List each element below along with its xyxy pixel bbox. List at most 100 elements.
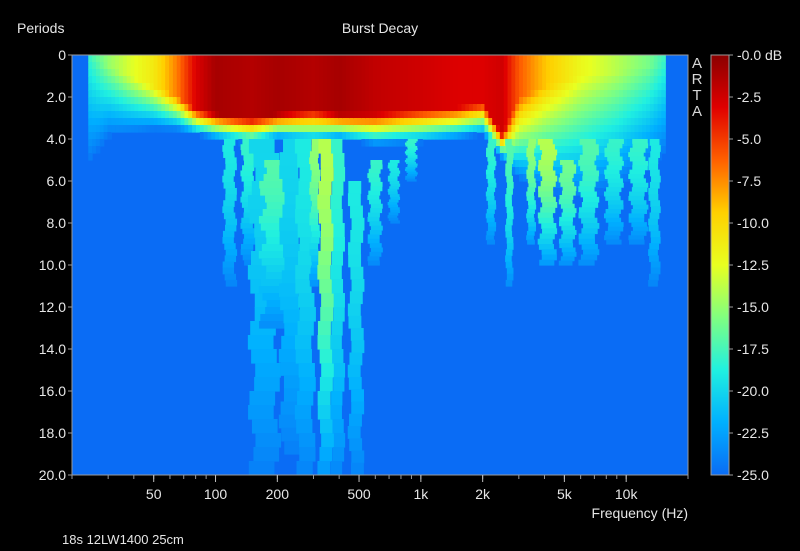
ridge-cell <box>407 163 418 166</box>
heatmap-cell <box>176 76 182 84</box>
heatmap-cell <box>315 55 320 63</box>
heatmap-cell <box>361 69 366 77</box>
heatmap-cell <box>538 132 543 140</box>
heatmap-cell <box>396 90 401 98</box>
heatmap-cell <box>557 125 563 133</box>
heatmap-cell <box>484 125 489 133</box>
ridge-cell <box>299 377 316 392</box>
heatmap-cell <box>242 132 247 140</box>
heatmap-cell <box>480 104 486 112</box>
ridge-cell <box>294 405 312 420</box>
heatmap-cell <box>603 76 609 84</box>
heatmap-cell <box>207 69 212 77</box>
heatmap-cell <box>265 111 270 119</box>
ridge-cell <box>538 217 554 224</box>
heatmap-cell <box>153 97 159 105</box>
heatmap-cell <box>619 69 624 77</box>
ridge-cell <box>562 164 577 170</box>
ridge-cell <box>527 143 536 149</box>
heatmap-cell <box>407 111 412 119</box>
heatmap-cell <box>180 104 186 112</box>
heatmap-cell <box>211 62 216 70</box>
ridge-cell <box>390 207 400 211</box>
heatmap-cell <box>530 83 536 91</box>
heatmap-cell <box>580 104 586 112</box>
heatmap-cell <box>399 97 405 105</box>
heatmap-cell <box>269 132 274 140</box>
heatmap-cell <box>588 83 593 91</box>
heatmap-cell <box>422 132 428 140</box>
heatmap-cell <box>130 55 136 63</box>
heatmap-cell <box>569 146 574 154</box>
heatmap-cell <box>511 76 516 84</box>
heatmap-cell <box>661 55 666 63</box>
heatmap-cell <box>88 111 93 119</box>
heatmap-cell <box>653 62 659 70</box>
ridge-cell <box>333 307 345 322</box>
heatmap-cell <box>488 69 493 77</box>
heatmap-cell <box>638 104 643 112</box>
colorbar-tick-label: -7.5 <box>737 173 761 189</box>
ridge-cell <box>604 174 621 179</box>
heatmap-cell <box>592 118 597 126</box>
heatmap-cell <box>446 125 451 133</box>
ridge-cell <box>240 170 253 177</box>
heatmap-cell <box>222 83 228 91</box>
heatmap-cell <box>515 146 520 154</box>
heatmap-cell <box>419 104 424 112</box>
ridge-cell <box>526 195 535 201</box>
heatmap-cell <box>122 111 128 119</box>
ridge-cell <box>389 173 400 177</box>
heatmap-cell <box>434 83 439 91</box>
heatmap-cell <box>619 111 624 119</box>
ridge-cell <box>605 217 622 223</box>
heatmap-cell <box>572 104 578 112</box>
ridge-cell <box>368 190 381 196</box>
ridge-cell <box>628 213 645 219</box>
heatmap-cell <box>207 62 212 70</box>
heatmap-cell <box>661 104 666 112</box>
heatmap-cell <box>188 118 193 126</box>
ridge-cell <box>558 177 573 183</box>
heatmap-cell <box>176 111 182 119</box>
heatmap-cell <box>276 125 282 133</box>
heatmap-cell <box>180 62 186 70</box>
heatmap-cell <box>438 132 443 140</box>
heatmap-cell <box>219 69 224 77</box>
heatmap-cell <box>419 139 424 147</box>
heatmap-cell <box>399 125 405 133</box>
heatmap-cell <box>353 83 359 91</box>
heatmap-cell <box>230 69 236 77</box>
ridge-cell <box>632 204 649 210</box>
ridge-cell <box>265 230 293 238</box>
ridge-cell <box>579 154 597 161</box>
heatmap-cell <box>446 69 451 77</box>
heatmap-cell <box>542 111 547 119</box>
heatmap-cell <box>549 62 555 70</box>
ridge-cell <box>631 209 647 214</box>
heatmap-cell <box>646 104 651 112</box>
heatmap-cell <box>130 125 136 133</box>
heatmap-cell <box>372 125 378 133</box>
heatmap-cell <box>295 55 301 63</box>
heatmap-cell <box>419 83 424 91</box>
heatmap-cell <box>484 132 489 140</box>
ridge-cell <box>528 204 537 210</box>
ridge-cell <box>309 279 319 287</box>
heatmap-cell <box>546 76 551 84</box>
heatmap-cell <box>172 104 178 112</box>
heatmap-cell <box>292 97 297 105</box>
heatmap-cell <box>403 97 409 105</box>
heatmap-cell <box>611 132 616 140</box>
heatmap-cell <box>307 76 312 84</box>
heatmap-cell <box>211 83 216 91</box>
ridge-cell <box>254 377 280 392</box>
heatmap-cell <box>453 111 459 119</box>
heatmap-cell <box>638 76 643 84</box>
heatmap-cell <box>622 90 628 98</box>
heatmap-cell <box>307 69 312 77</box>
heatmap-cell <box>657 55 663 63</box>
heatmap-cell <box>365 125 370 133</box>
heatmap-cell <box>142 97 147 105</box>
ridge-cell <box>333 377 345 392</box>
